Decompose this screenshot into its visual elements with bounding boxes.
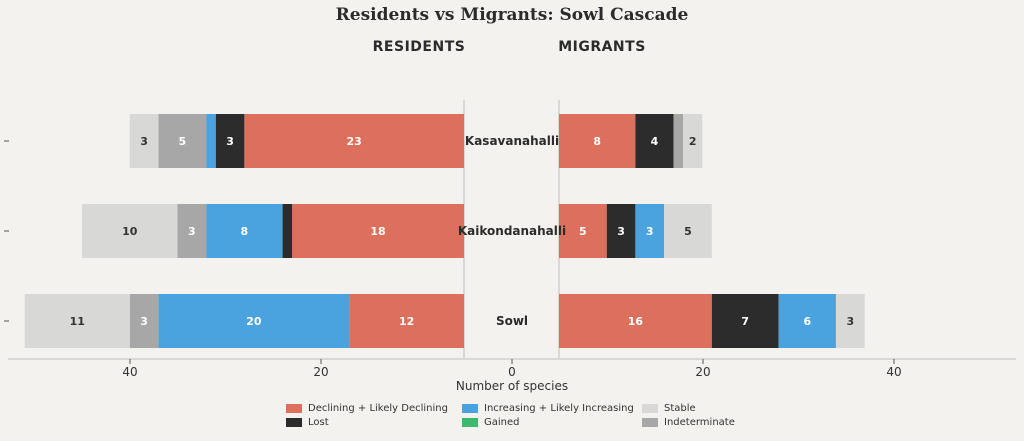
residents-bar-2-4 <box>129 294 159 348</box>
residents-bar-0-0 <box>244 114 464 168</box>
migrants-bar-1-1 <box>606 204 636 258</box>
residents-bar-0-1 <box>215 114 245 168</box>
residents-bar-label: 20 <box>246 315 262 328</box>
chart-title: Residents vs Migrants: Sowl Cascade <box>336 5 689 25</box>
legend-item-declining: Declining + Likely Declining <box>286 403 448 414</box>
migrants-bar-1-2 <box>635 204 665 258</box>
residents-bar-1-1 <box>282 204 293 258</box>
migrants-bar-label: 5 <box>579 225 587 238</box>
legend-item-stable: Stable <box>642 403 696 414</box>
migrants-bar-label: 16 <box>628 315 644 328</box>
residents-bar-label: 3 <box>226 135 234 148</box>
migrants-bar-label: 8 <box>593 135 601 148</box>
residents-bar-label: 8 <box>241 225 249 238</box>
migrants-bar-label: 3 <box>846 315 854 328</box>
legend-swatch <box>462 404 478 413</box>
migrants-panel-title: MIGRANTS <box>558 39 646 55</box>
x-axis-label: Number of species <box>456 379 568 393</box>
residents-bar-label: 3 <box>140 135 148 148</box>
legend-label: Indeterminate <box>664 417 735 428</box>
category-label: Sowl <box>496 314 528 328</box>
category-label: Kaikondanahalli <box>458 224 566 238</box>
migrants-bar-0-0 <box>559 114 636 168</box>
migrants-bar-2-2 <box>778 294 836 348</box>
migrants-bar-0-1 <box>635 114 674 168</box>
x-tick-label: 40 <box>886 365 901 379</box>
migrants-bar-2-5 <box>835 294 865 348</box>
x-tick-label: 0 <box>508 365 516 379</box>
legend-item-increasing: Increasing + Likely Increasing <box>462 403 634 414</box>
residents-bar-0-5 <box>129 114 159 168</box>
x-tick-label: 20 <box>313 365 328 379</box>
migrants-bar-label: 3 <box>617 225 625 238</box>
legend-swatch <box>286 404 302 413</box>
legend-swatch <box>462 418 478 427</box>
legend-label: Stable <box>664 403 696 414</box>
residents-bar-1-4 <box>177 204 207 258</box>
x-tick-label: 40 <box>122 365 137 379</box>
residents-bar-label: 10 <box>122 225 138 238</box>
residents-bar-0-2 <box>206 114 216 168</box>
legend-swatch <box>642 404 658 413</box>
residents-bar-2-2 <box>158 294 350 348</box>
migrants-bar-1-0 <box>559 204 607 258</box>
residents-bar-label: 11 <box>70 315 85 328</box>
x-tick-label: 20 <box>695 365 710 379</box>
residents-bar-label: 5 <box>178 135 186 148</box>
migrants-bar-label: 6 <box>803 315 811 328</box>
migrants-bar-0-5 <box>683 114 703 168</box>
migrants-bar-label: 3 <box>646 225 654 238</box>
residents-bar-1-5 <box>82 204 178 258</box>
residents-bar-label: 3 <box>188 225 196 238</box>
legend-swatch <box>286 418 302 427</box>
residents-panel-title: RESIDENTS <box>373 39 466 55</box>
legend-item-lost: Lost <box>286 417 329 428</box>
x-axis: 40 20 0 20 40 <box>4 140 1016 379</box>
residents-bar-label: 3 <box>140 315 148 328</box>
bars-group: 23 3 5 3 8 4 2 Kasavanahalli 18 8 3 10 5 3 3 5 Kaikondan… <box>24 100 865 358</box>
residents-bar-label: 12 <box>399 315 414 328</box>
legend-label: Lost <box>308 417 329 428</box>
migrants-bar-0-4 <box>673 114 684 168</box>
migrants-bar-2-0 <box>559 294 712 348</box>
residents-bar-label: 18 <box>370 225 385 238</box>
residents-bar-label: 23 <box>347 135 362 148</box>
legend-item-indeterminate: Indeterminate <box>642 417 735 428</box>
migrants-bar-label: 4 <box>651 135 659 148</box>
legend-label: Increasing + Likely Increasing <box>484 403 634 414</box>
residents-bar-0-4 <box>158 114 207 168</box>
migrants-bar-label: 2 <box>689 135 697 148</box>
residents-bar-2-5 <box>24 294 130 348</box>
migrants-bar-1-5 <box>664 204 712 258</box>
legend-item-gained: Gained <box>462 417 520 428</box>
residents-bar-1-2 <box>206 204 283 258</box>
legend-swatch <box>642 418 658 427</box>
residents-bar-2-0 <box>349 294 464 348</box>
legend-label: Declining + Likely Declining <box>308 403 448 414</box>
migrants-bar-label: 5 <box>684 225 692 238</box>
migrants-bar-2-1 <box>711 294 779 348</box>
legend-label: Gained <box>484 417 520 428</box>
residents-bar-1-0 <box>292 204 464 258</box>
category-label: Kasavanahalli <box>465 134 559 148</box>
migrants-bar-label: 7 <box>741 315 749 328</box>
